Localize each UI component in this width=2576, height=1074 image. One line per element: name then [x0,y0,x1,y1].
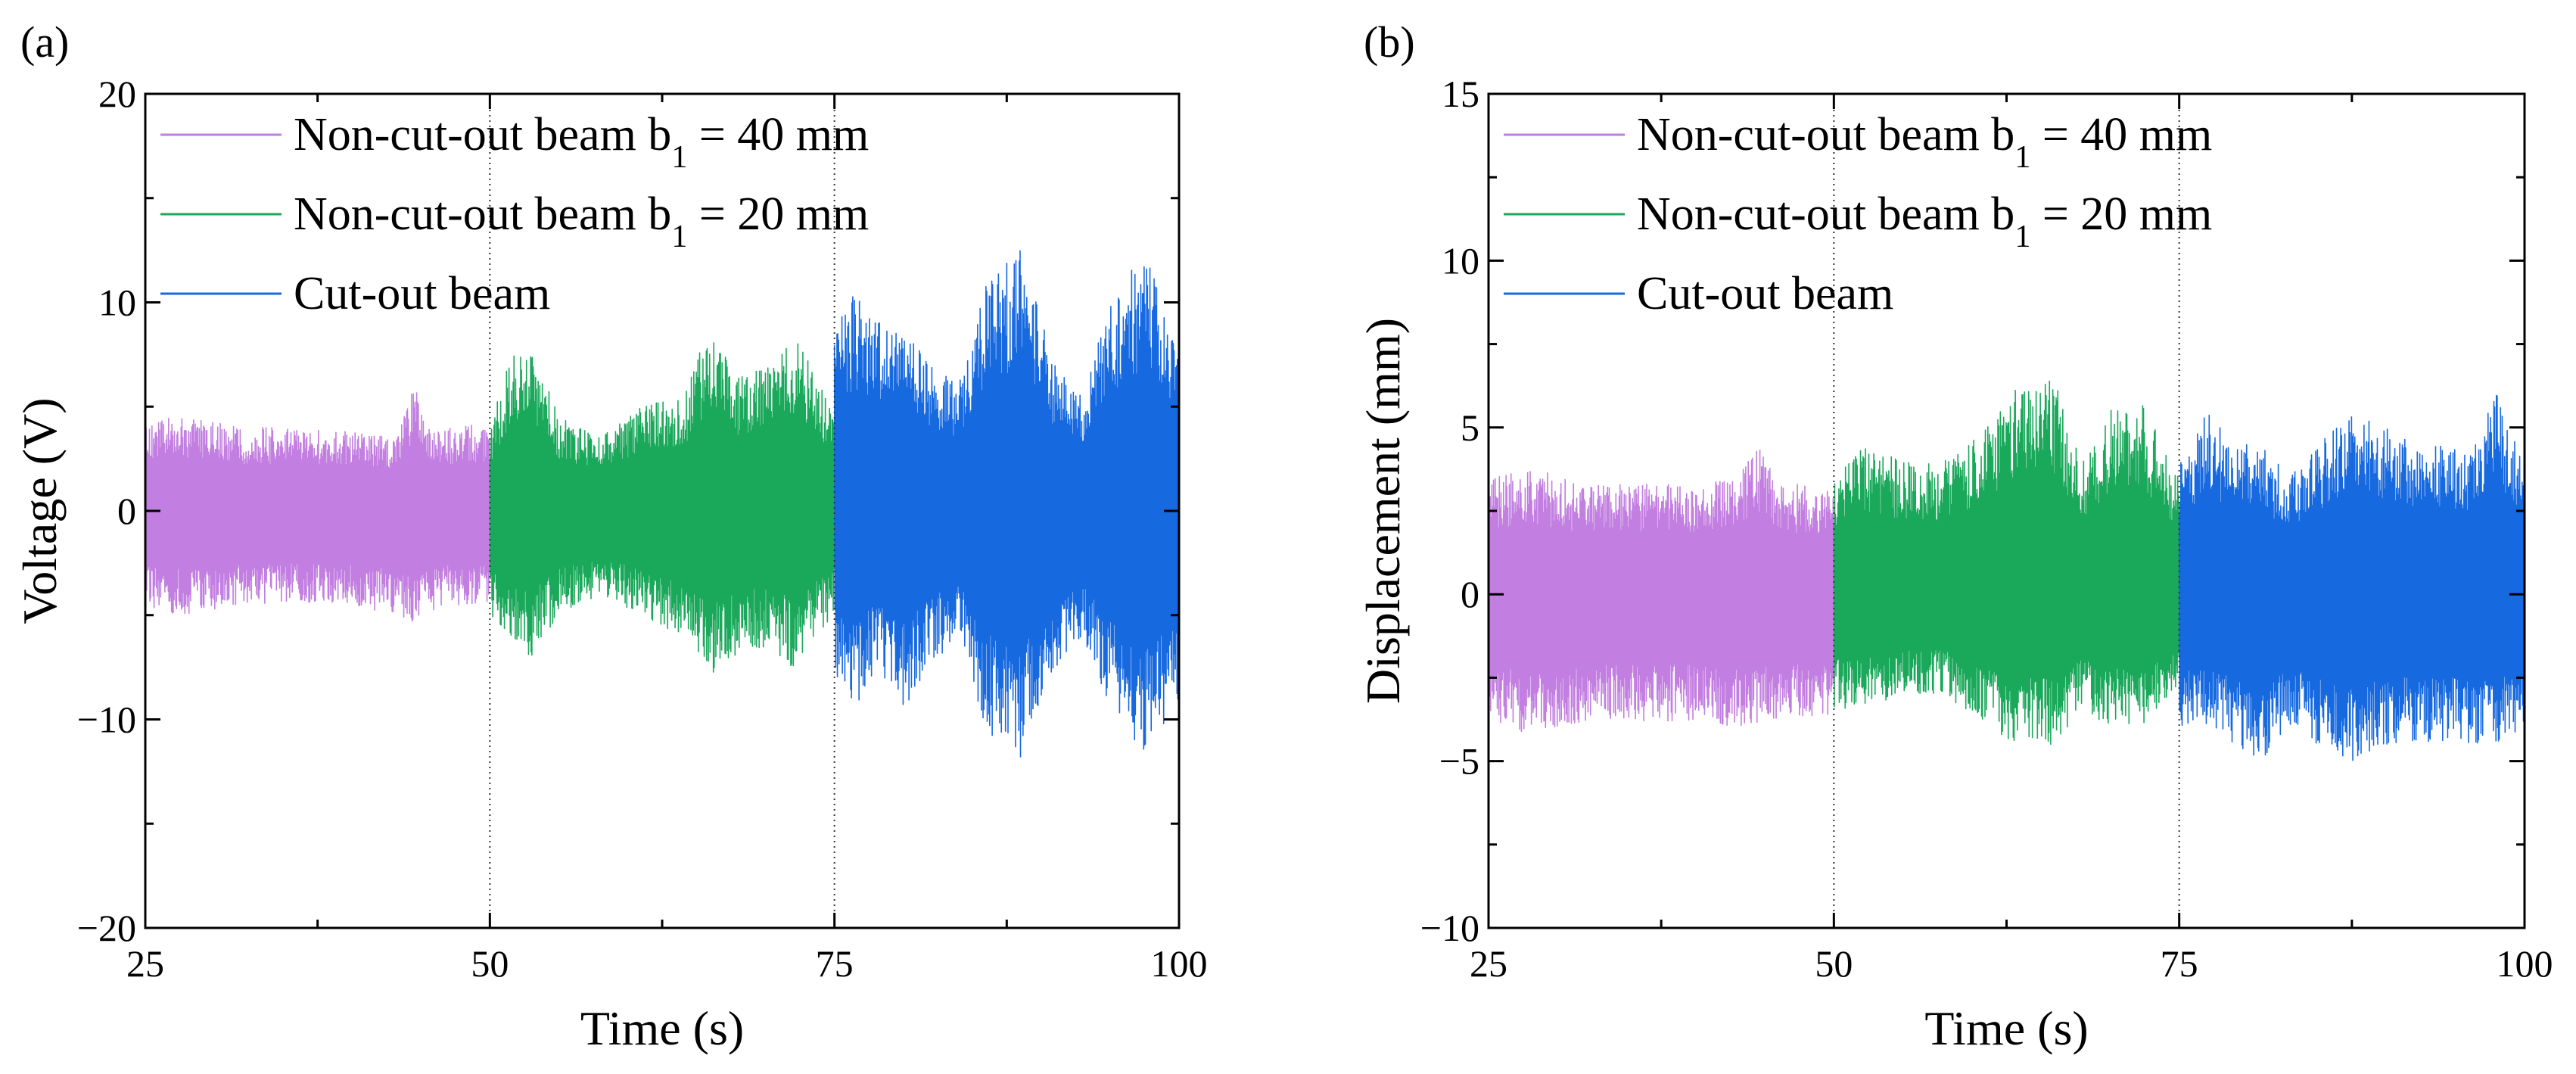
panel-label: (b) [1364,17,1415,67]
series-line [2178,394,2525,761]
x-tick-label: 100 [2497,942,2553,985]
panel-a: 25 50 75 100 −20 −10 0 10 20 Time (s) Voltage (V) (… [13,17,1208,1055]
x-tick-label: 75 [816,942,854,985]
y-tick-label: 0 [1461,573,1479,615]
y-axis-title: Voltage (V) [13,397,67,624]
legend-label: Cut-out beam [294,268,550,319]
x-tick-label: 100 [1151,942,1208,985]
x-axis-title: Time (s) [580,1001,744,1055]
x-axis-title: Time (s) [1924,1001,2088,1055]
panel-b: 25 50 75 100 −10 −5 0 5 10 15 Time (s) Displacement… [1356,17,2553,1055]
x-tick-label: 75 [2161,942,2198,985]
series-line [489,342,835,673]
y-tick-label: 10 [1442,239,1479,282]
series-line [833,250,1180,758]
y-axis-title: Displacement (mm) [1356,318,1410,704]
panel-label: (a) [20,17,69,67]
y-tick-label: −10 [1420,907,1479,949]
series-line [145,392,490,622]
series-line [1488,450,1834,733]
legend-label: Non-cut-out beam b1 = 20 mm [1637,188,2212,254]
series-line [1833,380,2180,746]
legend-label: Non-cut-out beam b1 = 40 mm [294,109,869,175]
x-tick-label: 50 [471,942,509,985]
y-tick-label: 10 [98,282,136,324]
y-tick-label: 20 [98,73,136,115]
x-tick-label: 50 [1815,942,1853,985]
legend-label: Non-cut-out beam b1 = 20 mm [294,188,869,254]
y-tick-label: 0 [117,490,136,532]
x-tick-label: 25 [1470,942,1507,985]
y-tick-label: 5 [1461,406,1479,449]
y-tick-label: −20 [77,907,136,949]
y-tick-label: 15 [1442,73,1479,115]
legend-label: Non-cut-out beam b1 = 40 mm [1637,109,2212,175]
x-tick-label: 25 [126,942,164,985]
y-tick-label: −10 [77,699,136,741]
y-tick-label: −5 [1439,740,1479,783]
legend-label: Cut-out beam [1637,268,1893,319]
